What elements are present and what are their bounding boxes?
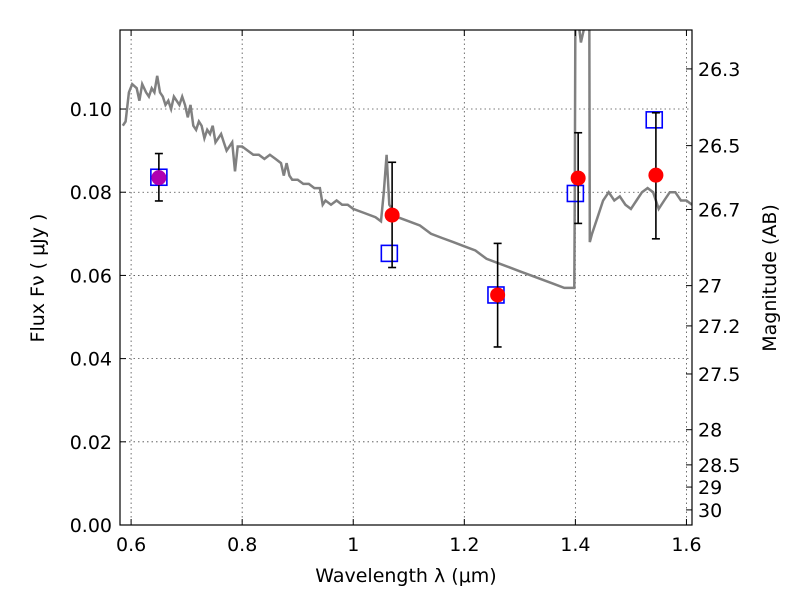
observed-flux-point: [151, 170, 167, 186]
x-tick-label: 0.8: [227, 534, 257, 556]
right-tick-label: 27.2: [698, 316, 740, 338]
right-tick-label: 26.3: [698, 59, 740, 81]
model-flux-square: [380, 244, 399, 263]
x-axis-label: Wavelength λ (μm): [315, 565, 496, 587]
model-flux-square: [566, 184, 585, 203]
right-tick-label: 26.7: [698, 199, 740, 221]
y-tick-label: 0.10: [70, 99, 112, 121]
right-tick-label: 28.5: [698, 455, 740, 477]
x-tick-label: 1: [347, 534, 359, 556]
right-tick-label: 27.5: [698, 364, 740, 386]
grid-layer: [120, 30, 692, 526]
y-axis-label: Flux Fν ( μJy ): [27, 214, 49, 343]
right-tick-label: 27: [698, 276, 722, 298]
observed-flux-point: [384, 207, 400, 223]
observed-flux-point: [648, 167, 664, 183]
x-axis: 0.6 0.8 1 1.2 1.4 1.6: [116, 30, 702, 556]
x-tick-label: 0.6: [116, 534, 146, 556]
right-tick-label: 28: [698, 420, 722, 442]
x-tick-label: 1.2: [449, 534, 479, 556]
model-spectrum-line: [121, 30, 692, 290]
observed-flux-point: [490, 287, 506, 303]
x-tick-label: 1.6: [671, 534, 701, 556]
right-axis-label: Magnitude (AB): [759, 204, 781, 352]
right-tick-label: 30: [698, 500, 722, 522]
model-flux-square: [645, 111, 664, 129]
observed-flux-point: [570, 170, 586, 186]
y-axis-left: 0.00 0.02 0.04 0.06 0.08 0.10: [70, 99, 126, 537]
y-tick-label: 0.08: [70, 182, 112, 204]
plot-frame: [119, 29, 693, 526]
series-layer: [121, 30, 692, 348]
x-tick-label: 1.4: [560, 534, 590, 556]
y-tick-label: 0.06: [70, 265, 112, 287]
y-tick-label: 0.00: [70, 515, 112, 537]
right-tick-label: 29: [698, 477, 722, 499]
right-tick-label: 26.5: [698, 136, 740, 158]
y-tick-label: 0.02: [70, 432, 112, 454]
y-tick-label: 0.04: [70, 349, 112, 371]
